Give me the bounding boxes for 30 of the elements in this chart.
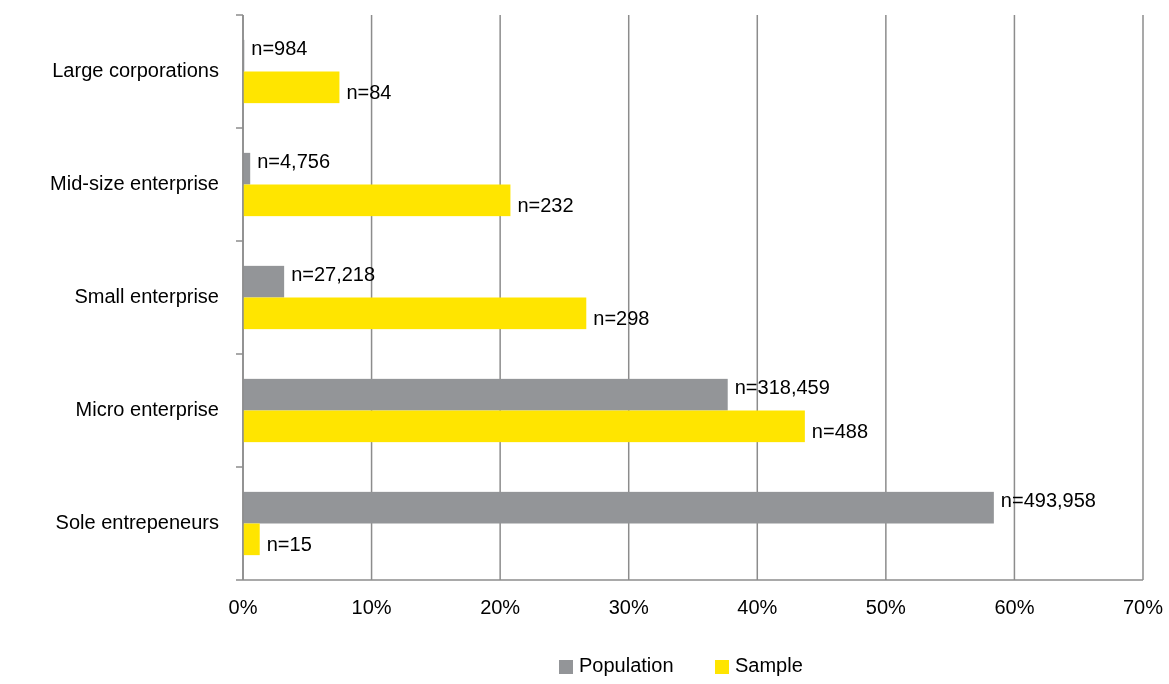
x-tick-label: 50% [865, 596, 907, 618]
bar [243, 410, 805, 443]
legend-label: Population [579, 654, 674, 677]
y-tick-label: Sole entrepeneurs [55, 510, 219, 533]
annotation: n=84 [346, 80, 392, 103]
annotation: n=488 [811, 419, 869, 442]
y-tick-label: Large corporations [52, 58, 219, 81]
y-tick-label: Micro enterprise [75, 397, 219, 420]
bar [243, 523, 260, 556]
annotation: n=493,958 [1000, 488, 1096, 511]
x-tick-label: 20% [480, 596, 521, 618]
y-tick-label: Small enterprise [74, 284, 219, 307]
annotation: n=27,218 [291, 262, 376, 285]
x-tick-label: 10% [351, 596, 392, 618]
bar [243, 297, 587, 330]
x-tick-label: 60% [994, 596, 1035, 618]
x-tick-label: 30% [608, 596, 649, 618]
annotation: n=984 [251, 36, 308, 59]
legend-label: Sample [735, 654, 803, 677]
y-tick-label: Mid-size enterprise [50, 171, 219, 194]
bar [243, 184, 511, 217]
annotation: n=318,459 [734, 375, 830, 398]
x-tick-label: 0% [228, 596, 258, 618]
annotation: n=298 [593, 306, 650, 329]
annotation: n=15 [266, 532, 312, 555]
annotation: n=232 [517, 193, 574, 216]
x-tick-label: 70% [1122, 596, 1164, 618]
bar [243, 71, 340, 104]
annotation: n=4,756 [257, 149, 331, 172]
x-tick-label: 40% [737, 596, 778, 618]
